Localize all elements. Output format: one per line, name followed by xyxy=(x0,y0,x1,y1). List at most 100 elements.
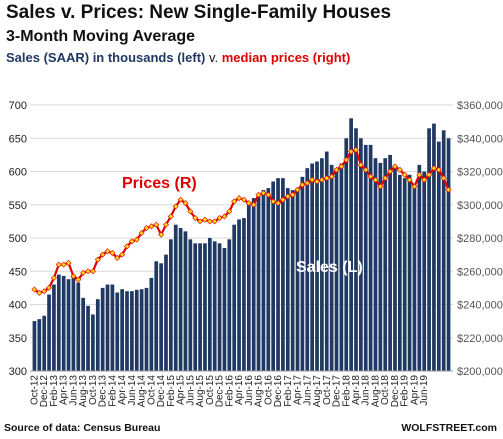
price-marker xyxy=(89,268,96,275)
sales-bar xyxy=(290,190,295,371)
price-marker xyxy=(250,201,257,208)
sales-bar xyxy=(115,292,120,371)
right-axis-tick-label: $240,000 xyxy=(457,300,503,312)
price-marker xyxy=(187,208,194,215)
sales-bar xyxy=(349,118,353,371)
price-marker xyxy=(172,203,179,210)
sales-bar xyxy=(52,284,56,371)
sales-bar xyxy=(81,297,86,371)
sales-bar xyxy=(324,151,329,371)
x-axis-tick-label: Aug-14 xyxy=(137,375,148,408)
sales-bar xyxy=(222,247,227,371)
x-axis-tick-label: Oct-16 xyxy=(263,375,274,405)
price-marker xyxy=(387,168,394,175)
price-marker xyxy=(377,183,384,190)
sales-bar xyxy=(105,284,110,371)
sales-bar xyxy=(164,254,168,371)
left-axis-tick-label: 500 xyxy=(9,233,27,245)
sales-bar xyxy=(100,287,105,371)
price-marker xyxy=(255,191,262,198)
price-marker xyxy=(318,176,325,183)
price-marker xyxy=(343,156,350,163)
sales-bar xyxy=(169,239,173,371)
price-marker xyxy=(401,171,408,178)
right-axis-tick-label: $340,000 xyxy=(457,133,503,145)
x-axis-tick-label: Feb-14 xyxy=(107,375,118,407)
price-marker xyxy=(260,190,267,197)
left-axis-tick-label: 350 xyxy=(9,333,27,345)
price-marker xyxy=(289,191,296,198)
x-axis-tick-label: Dec-12 xyxy=(39,375,50,408)
sales-bar xyxy=(329,164,334,371)
price-marker xyxy=(265,191,272,198)
sales-bar xyxy=(159,263,163,371)
left-axis-tick-label: 550 xyxy=(9,200,27,212)
price-marker xyxy=(80,269,87,276)
right-axis-tick-label: $260,000 xyxy=(457,266,503,278)
price-marker xyxy=(94,256,101,263)
price-marker xyxy=(143,225,150,232)
right-axis-tick-label: $300,000 xyxy=(457,200,503,212)
sales-bar xyxy=(193,243,198,371)
legend-sales: Sales (SAAR) in thousands (left) xyxy=(6,50,206,65)
price-marker xyxy=(60,261,67,268)
x-axis-tick-label: Apr-14 xyxy=(117,375,128,405)
sales-bar xyxy=(217,243,222,371)
x-axis-tick-label: Feb-15 xyxy=(166,375,177,407)
right-axis-tick-label: $360,000 xyxy=(457,100,503,112)
sales-bar xyxy=(373,158,378,371)
price-marker xyxy=(372,176,379,183)
x-axis-tick-label: Feb-16 xyxy=(224,375,235,407)
x-axis-tick-label: Dec-13 xyxy=(98,375,109,408)
price-marker xyxy=(148,223,155,230)
sales-bar xyxy=(47,294,51,371)
sales-bar xyxy=(305,168,310,371)
brand-logo-text: WOLFSTREET.com xyxy=(401,422,497,434)
x-axis-tick-label: Dec-18 xyxy=(390,375,401,408)
price-marker xyxy=(416,171,423,178)
sales-bar xyxy=(178,228,183,371)
price-marker xyxy=(123,243,131,250)
sales-bar xyxy=(56,274,61,371)
x-axis-tick-label: Feb-18 xyxy=(341,375,352,407)
price-marker xyxy=(206,218,213,225)
x-axis-tick-label: Feb-19 xyxy=(400,375,411,407)
price-marker xyxy=(133,236,140,243)
x-axis-tick-label: Dec-14 xyxy=(156,375,167,408)
legend-line: Sales (SAAR) in thousands (left) v. medi… xyxy=(6,50,350,65)
left-axis-tick-label: 650 xyxy=(9,133,27,145)
right-axis-tick-label: $200,000 xyxy=(457,366,503,378)
price-marker xyxy=(119,251,126,258)
x-axis-tick-label: Oct-18 xyxy=(380,375,391,405)
price-marker xyxy=(158,231,165,238)
sales-bar xyxy=(173,224,178,371)
sales-bar xyxy=(412,184,417,371)
sales-bar xyxy=(120,289,124,371)
price-marker xyxy=(426,171,433,178)
price-marker xyxy=(284,193,291,200)
sales-bar xyxy=(285,188,290,371)
sales-bar xyxy=(91,314,95,371)
sales-bar xyxy=(32,321,37,371)
price-marker xyxy=(182,200,189,207)
sales-bar xyxy=(393,164,397,371)
price-marker xyxy=(396,166,403,173)
x-axis-tick-label: Oct-13 xyxy=(88,375,99,405)
sales-bar xyxy=(397,174,402,371)
sales-bar xyxy=(125,291,129,371)
sales-bar xyxy=(266,188,271,371)
sales-bar xyxy=(61,275,66,371)
price-marker xyxy=(328,173,335,180)
sales-bar xyxy=(232,224,237,371)
price-marker xyxy=(153,221,160,228)
price-marker xyxy=(99,251,106,258)
sales-bar xyxy=(42,315,47,371)
price-marker xyxy=(36,289,43,296)
chart-subtitle: 3-Month Moving Average xyxy=(6,28,196,45)
sales-bar xyxy=(339,163,344,371)
sales-bar xyxy=(144,287,149,371)
sales-bar xyxy=(402,178,407,371)
x-axis-tick-label: Aug-17 xyxy=(312,375,323,408)
sales-annotation: Sales (L) xyxy=(296,259,363,276)
